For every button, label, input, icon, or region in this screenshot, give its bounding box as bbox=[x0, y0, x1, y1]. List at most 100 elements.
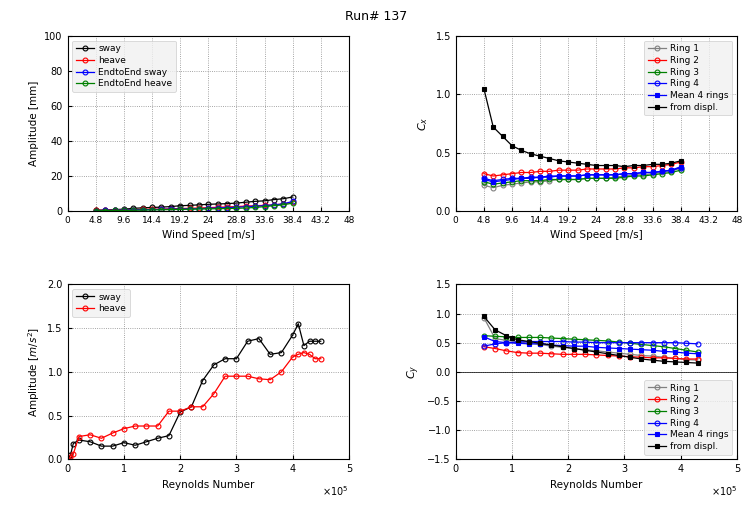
from displ. bbox=[517, 147, 526, 153]
EndtoEnd heave bbox=[195, 206, 204, 212]
sway bbox=[176, 409, 185, 415]
Mean 4 rings bbox=[657, 168, 666, 174]
Ring 2 bbox=[524, 350, 533, 356]
Line: heave: heave bbox=[65, 350, 323, 462]
Ring 2 bbox=[638, 164, 647, 170]
Ring 4 bbox=[545, 173, 554, 179]
Line: from displ.: from displ. bbox=[481, 86, 683, 169]
EndtoEnd sway bbox=[138, 206, 147, 213]
EndtoEnd heave bbox=[176, 206, 185, 213]
Ring 4 bbox=[583, 172, 592, 178]
Ring 3 bbox=[517, 178, 526, 184]
Mean 4 rings bbox=[660, 348, 669, 354]
Ring 3 bbox=[638, 173, 647, 179]
Ring 2 bbox=[545, 168, 554, 174]
heave bbox=[147, 206, 156, 212]
heave bbox=[101, 207, 110, 213]
Ring 3 bbox=[611, 175, 620, 182]
Mean 4 rings bbox=[648, 169, 657, 175]
Ring 1 bbox=[558, 344, 567, 350]
heave bbox=[299, 349, 308, 356]
heave bbox=[110, 207, 119, 213]
sway bbox=[305, 338, 314, 344]
Ring 3 bbox=[637, 341, 646, 347]
EndtoEnd sway bbox=[279, 201, 288, 207]
Ring 3 bbox=[603, 338, 612, 344]
EndtoEnd heave bbox=[185, 206, 194, 212]
EndtoEnd heave bbox=[260, 203, 269, 209]
Ring 3 bbox=[671, 345, 680, 351]
sway bbox=[299, 343, 308, 349]
Ring 2 bbox=[513, 349, 522, 356]
heave bbox=[265, 377, 274, 383]
Ring 4 bbox=[657, 168, 666, 174]
Ring 4 bbox=[614, 340, 623, 346]
Mean 4 rings bbox=[517, 175, 526, 182]
Ring 3 bbox=[629, 173, 638, 179]
Mean 4 rings bbox=[535, 341, 544, 347]
Mean 4 rings bbox=[479, 334, 488, 340]
Ring 4 bbox=[535, 338, 544, 345]
sway bbox=[311, 338, 320, 344]
Mean 4 rings bbox=[581, 343, 590, 349]
from displ. bbox=[508, 335, 517, 341]
Ring 3 bbox=[601, 175, 610, 182]
sway bbox=[63, 456, 72, 462]
from displ. bbox=[648, 357, 657, 363]
EndtoEnd sway bbox=[176, 206, 185, 212]
EndtoEnd heave bbox=[91, 208, 100, 214]
Y-axis label: $C_y$: $C_y$ bbox=[405, 365, 422, 379]
heave bbox=[317, 356, 326, 362]
Ring 2 bbox=[558, 351, 567, 358]
from displ. bbox=[490, 327, 499, 333]
Text: Run# 137: Run# 137 bbox=[345, 10, 407, 23]
sway bbox=[288, 194, 297, 200]
Ring 1 bbox=[479, 315, 488, 321]
Ring 4 bbox=[554, 173, 563, 179]
EndtoEnd sway bbox=[288, 198, 297, 204]
sway bbox=[120, 206, 129, 212]
Ring 3 bbox=[592, 337, 601, 344]
heave bbox=[260, 202, 269, 208]
sway bbox=[110, 206, 119, 213]
from displ. bbox=[535, 340, 544, 346]
Ring 2 bbox=[660, 354, 669, 361]
heave bbox=[74, 433, 83, 440]
Line: sway: sway bbox=[65, 321, 323, 462]
Ring 2 bbox=[671, 356, 680, 362]
Mean 4 rings bbox=[524, 341, 533, 347]
Legend: Ring 1, Ring 2, Ring 3, Ring 4, Mean 4 rings, from displ.: Ring 1, Ring 2, Ring 3, Ring 4, Mean 4 r… bbox=[644, 380, 732, 455]
heave bbox=[195, 205, 204, 211]
Ring 4 bbox=[693, 341, 702, 347]
Mean 4 rings bbox=[498, 178, 507, 184]
heave bbox=[294, 351, 303, 358]
Ring 1 bbox=[592, 175, 601, 182]
Ring 4 bbox=[603, 340, 612, 346]
Ring 1 bbox=[508, 181, 517, 187]
Ring 3 bbox=[583, 175, 592, 182]
Ring 1 bbox=[573, 176, 582, 183]
Ring 3 bbox=[547, 335, 556, 341]
Ring 3 bbox=[626, 340, 635, 346]
Ring 1 bbox=[569, 345, 578, 351]
EndtoEnd sway bbox=[195, 205, 204, 212]
Line: Ring 3: Ring 3 bbox=[481, 333, 700, 354]
sway bbox=[142, 439, 151, 445]
Line: Ring 3: Ring 3 bbox=[481, 168, 683, 187]
Ring 1 bbox=[648, 353, 657, 359]
sway bbox=[265, 351, 274, 358]
from displ. bbox=[614, 352, 623, 359]
Mean 4 rings bbox=[569, 343, 578, 349]
Ring 3 bbox=[490, 333, 499, 340]
Ring 4 bbox=[671, 340, 680, 346]
Line: Ring 1: Ring 1 bbox=[481, 315, 700, 363]
Ring 4 bbox=[601, 172, 610, 178]
EndtoEnd sway bbox=[260, 203, 269, 209]
from displ. bbox=[629, 163, 638, 169]
sway bbox=[279, 196, 288, 202]
sway bbox=[198, 378, 207, 384]
Ring 2 bbox=[502, 348, 511, 354]
Ring 4 bbox=[682, 340, 691, 346]
Ring 2 bbox=[693, 356, 702, 362]
Ring 4 bbox=[626, 340, 635, 346]
